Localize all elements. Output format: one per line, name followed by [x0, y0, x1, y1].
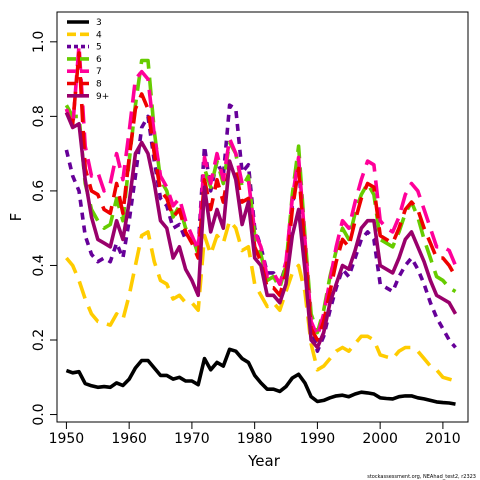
legend-label-9plus: 9+	[96, 92, 109, 102]
plot-lines	[64, 43, 458, 406]
series-line-3	[65, 347, 456, 406]
x-axis: 1950 1960 1970 1980 1990 2000 2010	[49, 422, 461, 447]
x-tick-label-1960: 1960	[111, 431, 147, 447]
legend-label-6: 6	[96, 55, 102, 65]
x-tick-label-1980: 1980	[237, 431, 273, 447]
x-tick-label-1990: 1990	[300, 431, 336, 447]
y-tick-label-0.0: 0.0	[31, 403, 47, 425]
y-tick-label-0.8: 0.8	[31, 105, 47, 127]
y-tick-label-0.6: 0.6	[31, 180, 47, 202]
series-line-8	[64, 51, 458, 342]
y-axis-title: F	[7, 213, 25, 222]
y-tick-label-1.0: 1.0	[31, 31, 47, 53]
caption: stockassessment.org, NEAhad_test2, r2323	[367, 474, 476, 480]
y-tick-label-0.4: 0.4	[31, 254, 47, 276]
y-axis: 0.0 0.2 0.4 0.6 0.8 1.0	[31, 31, 57, 426]
x-tick-label-1970: 1970	[174, 431, 210, 447]
x-tick-label-2010: 2010	[425, 431, 461, 447]
legend-label-8: 8	[96, 80, 102, 90]
x-axis-title: Year	[247, 452, 281, 470]
legend: 3 4 5 6 7 8 9+	[67, 18, 109, 102]
x-tick-label-1950: 1950	[49, 431, 85, 447]
series-line-7	[64, 43, 458, 339]
series-line-9plus	[64, 111, 458, 350]
legend-label-3: 3	[96, 18, 102, 28]
legend-label-7: 7	[96, 67, 102, 77]
series-line-5	[64, 103, 457, 354]
series-line-4	[65, 218, 457, 383]
y-tick-label-0.2: 0.2	[31, 329, 47, 351]
plot-frame	[56, 11, 469, 423]
x-tick-label-2000: 2000	[362, 431, 398, 447]
legend-label-5: 5	[96, 43, 102, 53]
legend-label-4: 4	[96, 30, 102, 40]
